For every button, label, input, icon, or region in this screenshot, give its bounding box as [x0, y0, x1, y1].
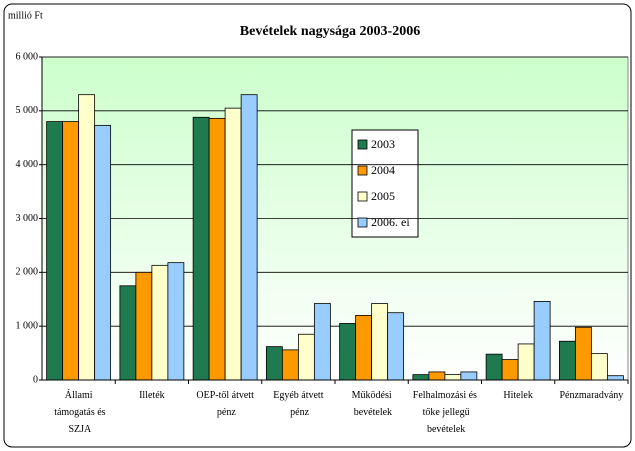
- bar: [339, 323, 357, 381]
- bar: [444, 374, 462, 381]
- bar: [590, 353, 608, 381]
- bar: [313, 303, 331, 381]
- legend-label: 2004: [371, 163, 395, 177]
- bar: [265, 346, 283, 381]
- y-tick-label: 3 000: [16, 213, 39, 224]
- bar: [62, 121, 80, 381]
- legend-swatch: [357, 165, 368, 176]
- x-tick-label: Egyéb átvett pénz: [273, 390, 323, 418]
- bar: [574, 326, 592, 381]
- bar: [371, 303, 389, 381]
- x-tick-label: Működési bevételek: [351, 390, 392, 418]
- x-tick-label: Pénzmaradvány: [559, 390, 623, 401]
- bar: [240, 94, 258, 381]
- x-tick-label: OEP-től átvett pénz: [196, 390, 254, 418]
- bar: [533, 301, 551, 381]
- chart-title: Bevételek nagysága 2003-2006: [240, 24, 420, 39]
- bar: [558, 340, 576, 381]
- y-tick-label: 6 000: [16, 51, 39, 62]
- y-tick-label: 4 000: [16, 159, 39, 170]
- bar: [208, 117, 226, 381]
- bar: [485, 353, 503, 381]
- bar: [517, 343, 535, 381]
- bar: [46, 121, 64, 381]
- legend-label: 2005: [371, 189, 395, 203]
- bar: [151, 264, 169, 381]
- bar: [78, 94, 96, 381]
- bar: [501, 359, 519, 381]
- legend-swatch: [357, 217, 368, 228]
- bar: [297, 333, 315, 381]
- bar: [428, 371, 446, 381]
- x-tick-label: Felhalmozási és tőke jellegű bevételek: [413, 390, 477, 435]
- bar: [606, 375, 624, 381]
- bar: [94, 124, 112, 381]
- y-tick-label: 2 000: [16, 267, 39, 278]
- bar: [167, 262, 185, 381]
- legend-label: 2003: [371, 137, 395, 151]
- legend-swatch: [357, 139, 368, 150]
- y-axis-label: millió Ft: [8, 10, 43, 21]
- bar: [135, 271, 153, 381]
- bar: [355, 314, 373, 381]
- bar: [387, 312, 405, 381]
- bar: [460, 371, 478, 381]
- y-tick-label: 1 000: [16, 320, 39, 331]
- y-tick-label: 5 000: [16, 105, 39, 116]
- legend-swatch: [357, 191, 368, 202]
- bar: [281, 349, 299, 381]
- y-tick-label: 0: [33, 374, 38, 385]
- bar: [224, 107, 242, 381]
- bar: [412, 374, 430, 381]
- x-tick-label: Hitelek: [503, 390, 532, 401]
- x-tick-label: Állami támogatás és SZJA: [52, 389, 106, 435]
- bar: [119, 285, 137, 381]
- legend-label: 2006. ei: [371, 215, 410, 229]
- bar: [192, 116, 210, 381]
- x-tick-label: Illeték: [139, 390, 165, 401]
